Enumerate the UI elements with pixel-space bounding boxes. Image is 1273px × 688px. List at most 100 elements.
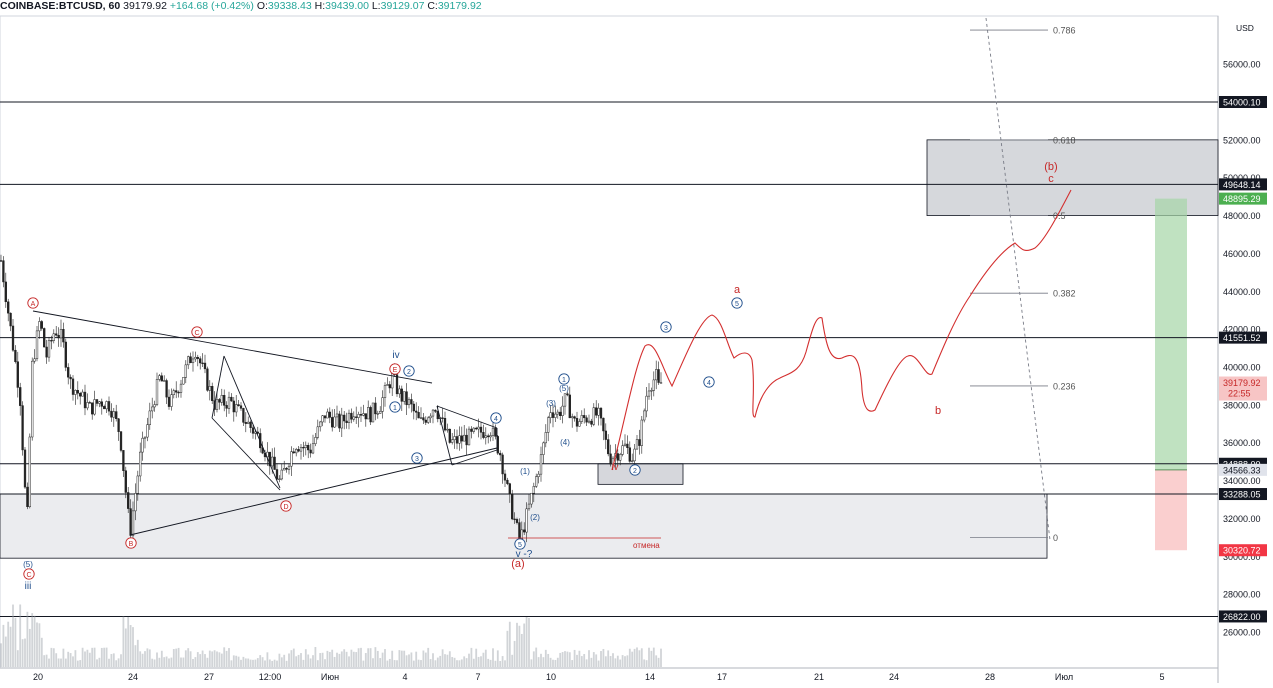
candle-body — [55, 333, 58, 336]
candle-body — [119, 431, 123, 451]
volume-bar — [422, 650, 425, 667]
wave-blue-iii: iii — [25, 581, 32, 592]
y-tick-38000: 38000.00 — [1223, 400, 1261, 410]
candle-body — [633, 448, 636, 462]
volume-bar — [410, 652, 413, 667]
volume-bar — [283, 654, 286, 667]
volume-bar — [24, 638, 26, 667]
volume-bar — [177, 647, 180, 667]
wave-blue-1b: 1 — [558, 373, 570, 385]
candle-body — [563, 393, 567, 407]
candle-body — [290, 451, 293, 467]
volume-bar — [619, 659, 622, 667]
volume-bar — [64, 658, 67, 667]
volume-bar — [427, 647, 430, 667]
volume-bar — [247, 658, 250, 667]
volume-bar — [597, 660, 600, 667]
volume-bar — [336, 652, 338, 667]
low-value: 39129.07 — [380, 0, 425, 12]
volume-bar — [352, 651, 355, 667]
volume-bar — [151, 658, 154, 667]
volume-bar — [184, 650, 187, 667]
wave-blue-3: 3 — [411, 452, 423, 464]
volume-bar — [196, 652, 199, 667]
candle-body — [242, 408, 245, 423]
triangle-lower-line — [129, 447, 498, 536]
candle-body — [359, 414, 363, 416]
volume-bar — [206, 657, 209, 667]
y-tick-50000: 50000.00 — [1223, 173, 1261, 183]
volume-bar — [472, 658, 475, 667]
volume-bar — [340, 651, 343, 667]
volume-bar — [163, 657, 166, 667]
y-tick-40000: 40000.00 — [1223, 363, 1261, 373]
volume-bar — [117, 658, 120, 667]
volume-bar — [26, 611, 29, 667]
candle-body — [218, 399, 221, 403]
volume-bar — [280, 657, 283, 667]
y-tick-46000: 46000.00 — [1223, 249, 1261, 259]
candle-body — [280, 469, 283, 480]
hline-badge-33288.05: 33288.05 — [1219, 488, 1267, 501]
volume-bar — [230, 660, 233, 667]
volume-bar — [573, 649, 576, 667]
candle-body — [657, 369, 660, 383]
volume-bar — [652, 647, 655, 667]
volume-bar — [552, 659, 554, 667]
candle-body — [79, 392, 82, 397]
wave-blue-3b: 3 — [660, 321, 672, 333]
candle-body — [151, 406, 154, 412]
candle-body — [403, 391, 406, 402]
volume-bar — [511, 654, 514, 667]
candle-body — [381, 397, 384, 412]
volume-bar — [331, 649, 334, 667]
volume-bar — [643, 659, 646, 667]
volume-bar — [408, 654, 410, 667]
candle-body — [191, 358, 195, 364]
volume-bar — [292, 648, 295, 667]
wave-blue-p2: (2) — [530, 513, 540, 522]
volume-bar — [165, 656, 168, 667]
candle-body — [139, 451, 142, 477]
volume-bar — [513, 640, 516, 667]
svg-text:4: 4 — [494, 416, 498, 423]
volume-bar — [585, 659, 588, 667]
volume-bar — [504, 660, 506, 667]
small-triangle-lower — [451, 449, 498, 466]
candle-body — [163, 380, 166, 382]
candle-body — [472, 427, 475, 432]
triangle-upper-line — [32, 310, 433, 384]
candle-body — [436, 411, 439, 420]
candle-body — [556, 411, 559, 415]
fib-label-0.382: 0.382 — [1053, 289, 1076, 299]
volume-bar — [487, 658, 490, 667]
candle-body — [208, 386, 211, 391]
candle-body — [376, 413, 379, 415]
small-zone — [597, 463, 684, 485]
volume-bar — [319, 653, 322, 667]
volume-bar — [516, 622, 518, 667]
candle-body — [652, 379, 655, 391]
candle-body — [580, 415, 583, 422]
y-tick-30000: 30000.00 — [1223, 552, 1261, 562]
candle-body — [429, 415, 432, 419]
volume-bar — [57, 658, 60, 667]
volume-bar — [328, 651, 331, 667]
symbol-label[interactable]: COINBASE:BTCUSD, 60 — [0, 0, 121, 12]
candle-body — [110, 410, 113, 418]
volume-bar — [285, 660, 288, 667]
candle-body — [511, 493, 514, 520]
wedge-right-line — [223, 355, 281, 489]
candle-body — [477, 426, 480, 430]
volume-bar — [578, 650, 581, 667]
candle-body — [319, 421, 322, 428]
candle-body — [141, 437, 144, 453]
volume-bar — [540, 653, 542, 667]
volume-bar — [456, 660, 458, 667]
candle-body — [417, 412, 420, 419]
price-change: +164.68 (+0.42%) — [169, 0, 254, 12]
candle-body — [86, 402, 89, 409]
candle-body — [307, 444, 310, 451]
